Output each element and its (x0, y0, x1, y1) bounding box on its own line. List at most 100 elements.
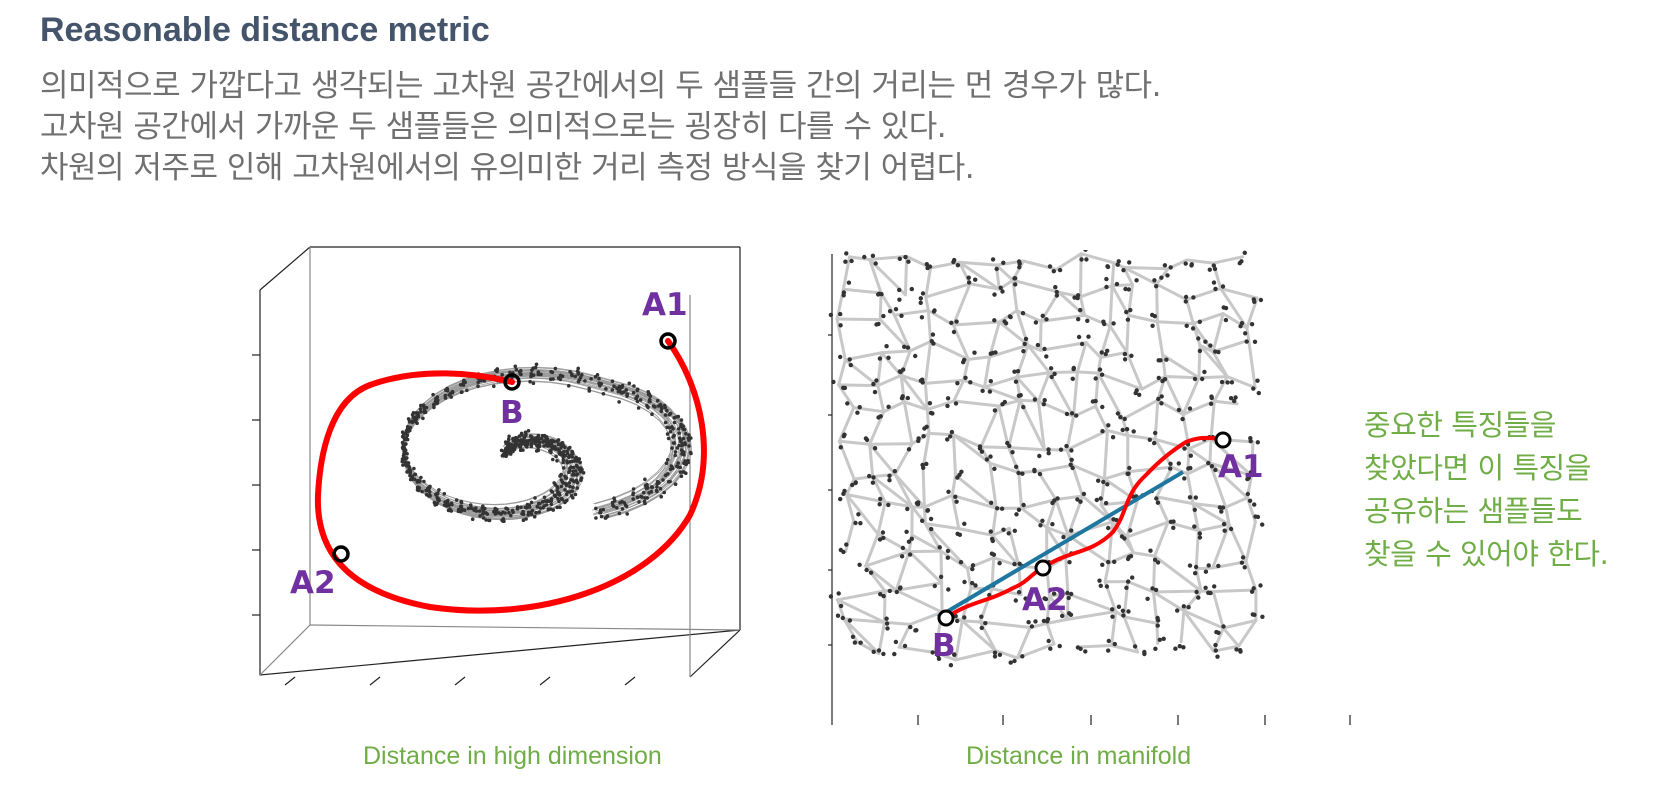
graph-node (980, 388, 985, 393)
graph-node (1186, 466, 1191, 471)
sample-point (487, 518, 491, 523)
graph-node (929, 339, 934, 344)
graph-node (1233, 395, 1238, 400)
graph-node (1021, 404, 1026, 410)
graph-node (1125, 556, 1131, 562)
sample-point (421, 404, 425, 408)
sample-point (612, 496, 616, 500)
graph-node (1175, 608, 1180, 613)
sample-point (570, 455, 574, 459)
graph-node (1016, 590, 1022, 595)
sample-point (627, 381, 632, 386)
graph-node (1105, 348, 1110, 353)
graph-node (1182, 476, 1187, 481)
graph-edge (902, 400, 914, 446)
graph-node (1211, 280, 1217, 285)
graph-node (1252, 502, 1257, 507)
graph-node (1234, 647, 1239, 652)
sample-point (515, 442, 520, 447)
sample-point (539, 372, 543, 377)
sample-point (535, 443, 539, 448)
sample-point (449, 395, 453, 399)
sample-point (444, 388, 448, 392)
sample-point (555, 459, 559, 463)
graph-node (945, 548, 951, 554)
sample-point (509, 448, 513, 453)
sample-point (575, 459, 579, 463)
graph-node (1197, 535, 1203, 540)
graph-edge (997, 320, 1030, 347)
graph-node (1060, 613, 1065, 619)
sample-point (631, 487, 636, 491)
geodesic-path-manifold (944, 435, 1225, 620)
graph-node (1078, 646, 1083, 651)
sample-point (400, 430, 405, 434)
graph-edge (1187, 437, 1213, 451)
graph-node (1200, 376, 1205, 382)
sample-point (485, 512, 490, 516)
graph-node (1251, 586, 1256, 591)
graph-node (1068, 462, 1073, 467)
sample-point (425, 488, 429, 493)
graph-edge (950, 473, 957, 497)
graph-node (1100, 404, 1105, 410)
graph-node (968, 380, 973, 385)
sample-point (551, 377, 555, 381)
graph-edge (1140, 375, 1167, 391)
sample-point (631, 492, 635, 497)
point-b-marker (503, 373, 521, 391)
sample-point (564, 476, 569, 480)
graph-node (1000, 289, 1005, 294)
sample-point (432, 405, 436, 410)
sample-point (437, 497, 441, 501)
graph-edge (836, 598, 886, 624)
graph-node (1111, 517, 1116, 522)
graph-node (1013, 379, 1019, 384)
sample-point (653, 405, 657, 409)
graph-node (1126, 287, 1131, 292)
graph-node (1184, 323, 1189, 328)
graph-node (1229, 380, 1235, 385)
sample-point (500, 373, 504, 377)
graph-node (897, 586, 903, 591)
graph-node (948, 663, 954, 668)
graph-node (855, 410, 860, 415)
graph-node (1206, 563, 1211, 568)
sample-point (435, 491, 440, 496)
graph-edge (893, 313, 912, 353)
graph-node (1017, 561, 1022, 566)
graph-edge (894, 588, 944, 614)
sample-point (511, 437, 515, 442)
sample-point (424, 405, 429, 410)
graph-node (1052, 498, 1057, 503)
graph-node (838, 603, 844, 609)
sample-point (479, 378, 483, 383)
sample-point (481, 512, 485, 516)
graph-node (1066, 595, 1071, 601)
graph-edge (893, 309, 930, 317)
graph-node (1228, 526, 1234, 532)
graph-node (1084, 257, 1089, 262)
sample-point (515, 436, 519, 441)
sample-point (568, 445, 572, 450)
euclidean-line (936, 470, 1185, 619)
graph-edges (835, 252, 1259, 662)
graph-node (1142, 649, 1147, 655)
graph-node (1156, 358, 1161, 363)
graph-node (1258, 297, 1264, 303)
sample-point (529, 512, 534, 516)
graph-node (1045, 617, 1051, 622)
graph-node (1232, 398, 1237, 404)
graph-edge (954, 619, 964, 662)
graph-node (906, 259, 911, 264)
graph-node (932, 583, 937, 589)
sample-point (655, 489, 659, 494)
graph-edge (1038, 341, 1088, 352)
graph-node (1112, 559, 1117, 564)
sample-point (678, 436, 682, 440)
graph-edge (1066, 610, 1118, 621)
graph-edge (954, 649, 997, 662)
graph-node (1017, 265, 1022, 270)
sample-point (400, 459, 404, 464)
sample-point (615, 386, 619, 390)
